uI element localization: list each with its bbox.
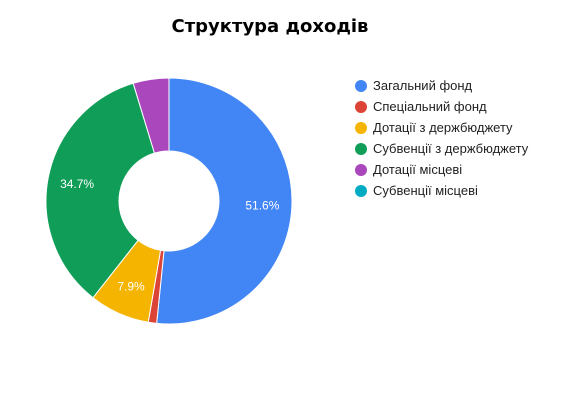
legend-item: Субвенції місцеві bbox=[355, 180, 528, 201]
legend-item: Загальний фонд bbox=[355, 75, 528, 96]
legend-label: Дотації з держбюджету bbox=[373, 120, 513, 135]
legend-label: Субвенції з держбюджету bbox=[373, 141, 529, 156]
legend-swatch bbox=[355, 100, 367, 113]
slice-субвенції-з-держбюджету bbox=[45, 82, 156, 299]
slice-label: 34.7% bbox=[60, 177, 94, 191]
legend-swatch bbox=[355, 184, 367, 197]
legend-swatch bbox=[355, 163, 367, 176]
legend-swatch bbox=[355, 142, 367, 155]
legend: Загальний фонд Спеціальний фонд Дотації з … bbox=[355, 75, 528, 201]
slice-загальний-фонд bbox=[156, 77, 293, 325]
legend-label: Спеціальний фонд bbox=[373, 99, 487, 114]
legend-item: Дотації місцеві bbox=[355, 159, 528, 180]
legend-label: Дотації місцеві bbox=[373, 162, 463, 177]
legend-label: Загальний фонд bbox=[373, 78, 473, 93]
slice-label: 51.6% bbox=[245, 199, 279, 213]
legend-item: Спеціальний фонд bbox=[355, 96, 528, 117]
legend-item: Субвенції з держбюджету bbox=[355, 138, 528, 159]
legend-label: Субвенції місцеві bbox=[373, 183, 478, 198]
legend-swatch bbox=[355, 121, 367, 134]
legend-item: Дотації з держбюджету bbox=[355, 117, 528, 138]
slice-дотації-місцеві bbox=[132, 77, 170, 154]
slice-label: 7.9% bbox=[117, 279, 145, 293]
legend-swatch bbox=[355, 79, 367, 92]
donut-chart: 51.6% 7.9% 34.7% bbox=[45, 77, 293, 325]
chart-title: Структура доходів bbox=[171, 16, 369, 37]
